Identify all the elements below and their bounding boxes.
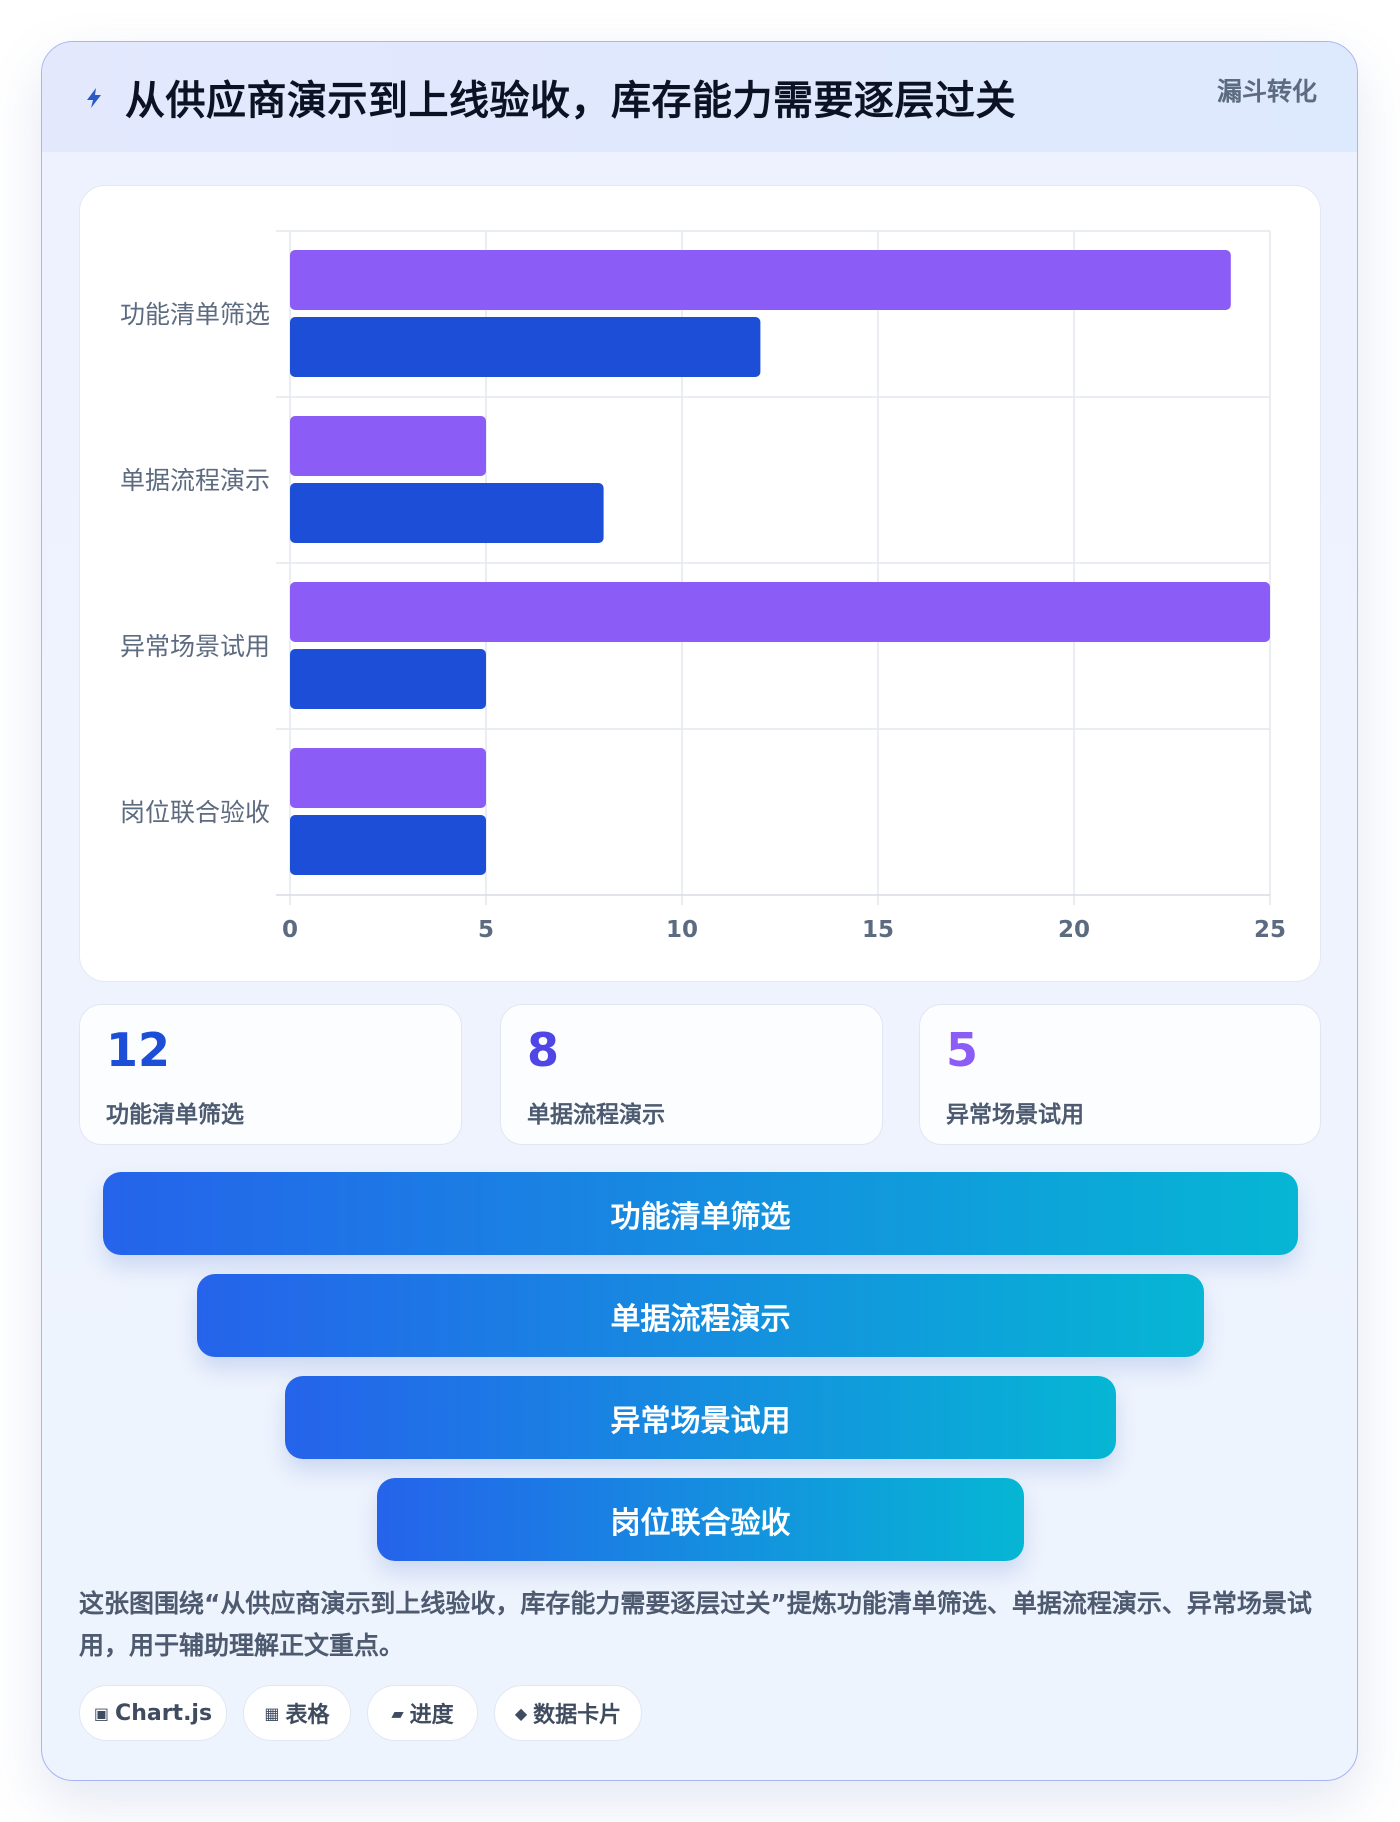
chart-type-tag: 漏斗转化 bbox=[1216, 77, 1317, 106]
kpi-card-1: 12 功能清单筛选 bbox=[79, 1004, 462, 1145]
y-tick-label: 异常场景试用 bbox=[120, 632, 270, 661]
kpi-label: 异常场景试用 bbox=[946, 1102, 1084, 1128]
bar-series-1 bbox=[290, 582, 1270, 642]
chip-table[interactable]: ▦ 表格 bbox=[243, 1685, 351, 1741]
diamond-icon: ◆ bbox=[514, 1703, 528, 1723]
y-tick-label: 岗位联合验收 bbox=[120, 798, 270, 827]
funnel-card: 从供应商演示到上线验收，库存能力需要逐层过关 漏斗转化 功能清单筛选 单据流程演示… bbox=[41, 41, 1358, 1781]
kpi-value: 12 bbox=[106, 1023, 171, 1077]
chip-chartjs[interactable]: ▣ Chart.js bbox=[79, 1685, 227, 1741]
page-title: 从供应商演示到上线验收，库存能力需要逐层过关 bbox=[125, 78, 1016, 124]
kpi-card-2: 8 单据流程演示 bbox=[500, 1004, 883, 1145]
bar-chart-card: 功能清单筛选 单据流程演示 异常场景试用 岗位联合验收 0 5 10 15 20 25 bbox=[79, 185, 1321, 982]
x-tick-label: 20 bbox=[1058, 917, 1090, 943]
chip-label: 进度 bbox=[409, 1703, 454, 1728]
bar-series-2 bbox=[290, 815, 486, 875]
funnel-step-4: 岗位联合验收 bbox=[377, 1478, 1024, 1561]
kpi-value: 8 bbox=[527, 1023, 560, 1077]
funnel-step-2: 单据流程演示 bbox=[197, 1274, 1204, 1357]
bar-series-2 bbox=[290, 317, 761, 377]
x-tick-label: 25 bbox=[1254, 917, 1286, 943]
chart-icon: ▣ bbox=[93, 1703, 110, 1723]
x-tick-label: 15 bbox=[862, 917, 894, 943]
y-tick-label: 单据流程演示 bbox=[120, 466, 270, 495]
kpi-label: 功能清单筛选 bbox=[106, 1102, 244, 1128]
kpi-label: 单据流程演示 bbox=[527, 1102, 665, 1128]
x-tick-label: 0 bbox=[282, 917, 298, 943]
kpi-value: 5 bbox=[946, 1023, 979, 1077]
table-icon: ▦ bbox=[264, 1703, 280, 1723]
chip-progress[interactable]: ▰ 进度 bbox=[367, 1685, 478, 1741]
bar-series-2 bbox=[290, 483, 604, 543]
kpi-card-3: 5 异常场景试用 bbox=[919, 1004, 1321, 1145]
bolt-icon bbox=[87, 88, 101, 108]
chip-data-card[interactable]: ◆ 数据卡片 bbox=[494, 1685, 642, 1741]
funnel-step-1: 功能清单筛选 bbox=[103, 1172, 1298, 1255]
progress-icon: ▰ bbox=[391, 1703, 404, 1723]
chip-label: 表格 bbox=[285, 1703, 330, 1728]
y-tick-label: 功能清单筛选 bbox=[120, 300, 270, 329]
bar-series-2 bbox=[290, 649, 486, 709]
chart-description: 这张图围绕“从供应商演示到上线验收，库存能力需要逐层过关”提炼功能清单筛选、单据… bbox=[79, 1589, 1312, 1660]
card-header: 从供应商演示到上线验收，库存能力需要逐层过关 漏斗转化 bbox=[42, 42, 1357, 152]
chip-label: Chart.js bbox=[115, 1700, 213, 1726]
bar-series-1 bbox=[290, 416, 486, 476]
bar-series-1 bbox=[290, 250, 1231, 310]
chip-label: 数据卡片 bbox=[533, 1703, 622, 1728]
x-tick-label: 5 bbox=[478, 917, 494, 943]
x-tick-label: 10 bbox=[666, 917, 698, 943]
bar-series-1 bbox=[290, 748, 486, 808]
funnel-step-3: 异常场景试用 bbox=[285, 1376, 1116, 1459]
